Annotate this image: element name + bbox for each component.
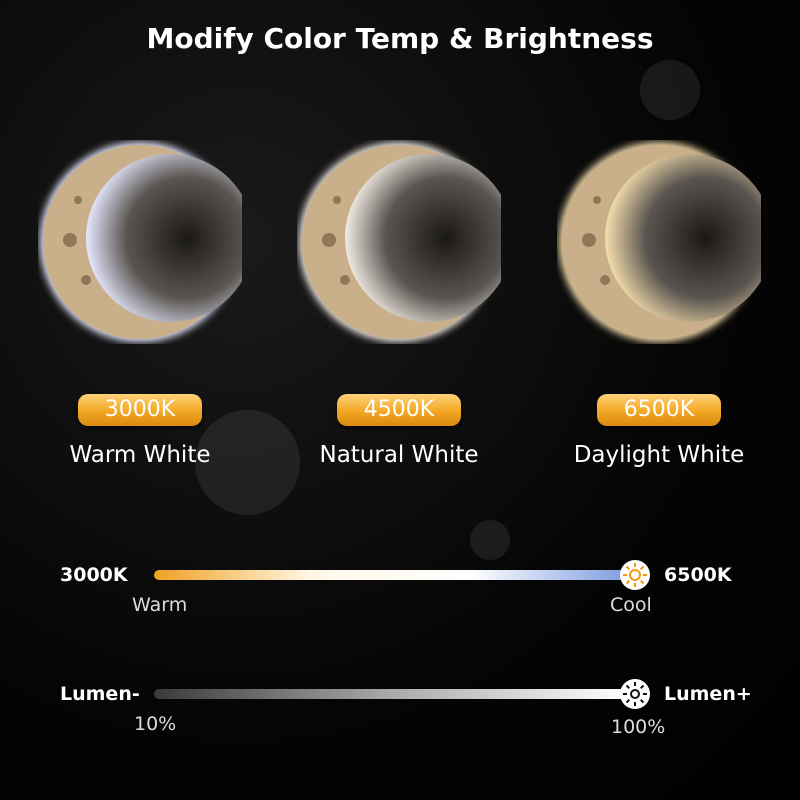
moon-lamp-natural-white: [299, 142, 501, 342]
moon-lamp-warm-white: [40, 142, 242, 342]
color-max-sub: Cool: [610, 594, 652, 616]
brightness-max-sub: 100%: [611, 716, 666, 738]
brightness-slider-track[interactable]: [154, 689, 628, 699]
brightness-min-label: Lumen-: [60, 683, 140, 705]
temp-badge: 3000K: [78, 394, 202, 426]
page-title: Modify Color Temp & Brightness: [146, 22, 654, 55]
color-temp-slider-knob[interactable]: [620, 560, 650, 590]
brightness-icon: [623, 682, 647, 706]
bokeh: [470, 520, 510, 560]
bokeh: [640, 60, 700, 120]
moon-lamp-daylight-white: [559, 142, 761, 342]
bokeh: [195, 410, 300, 515]
temp-badge: 4500K: [337, 394, 461, 426]
temp-badge: 6500K: [597, 394, 721, 426]
sun-icon: [623, 563, 647, 587]
color-temp-slider-track[interactable]: [154, 570, 628, 580]
color-min-label: 3000K: [60, 564, 128, 586]
mode-label: Daylight White: [573, 442, 745, 468]
color-min-sub: Warm: [132, 594, 188, 616]
mode-label: Natural White: [319, 442, 479, 468]
color-max-label: 6500K: [664, 564, 732, 586]
mode-label: Warm White: [69, 442, 211, 468]
brightness-max-label: Lumen+: [664, 683, 752, 705]
brightness-min-sub: 10%: [134, 713, 177, 735]
brightness-slider-knob[interactable]: [620, 679, 650, 709]
